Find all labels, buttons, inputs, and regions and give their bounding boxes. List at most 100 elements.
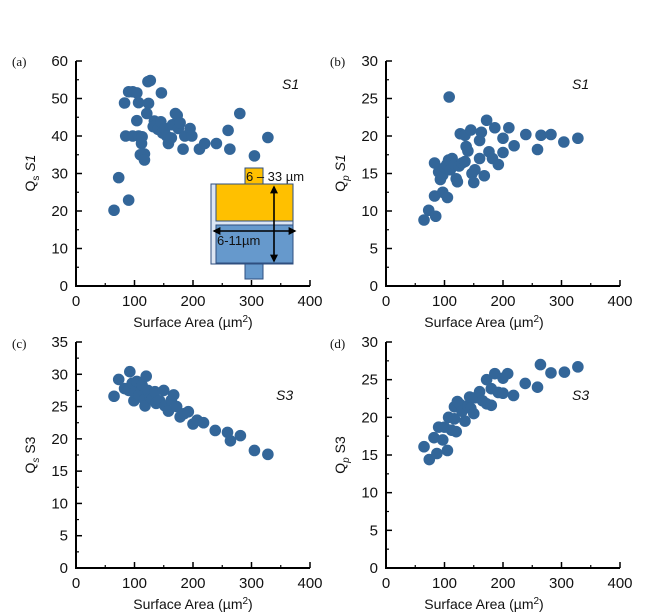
data-point [520, 128, 532, 141]
series-annotation: S3 [572, 387, 589, 403]
data-point [234, 107, 246, 120]
x-tick-label: 0 [72, 575, 80, 592]
y-tick-label: 20 [51, 431, 68, 448]
data-point [572, 132, 584, 145]
data-point [508, 139, 520, 152]
y-tick-label: 15 [361, 166, 378, 183]
y-axis-title-tail: S1 [332, 154, 348, 175]
y-tick-label: 30 [361, 334, 378, 351]
data-point [108, 390, 120, 403]
data-point [118, 97, 131, 109]
data-point [558, 366, 571, 378]
x-tick-label: 200 [490, 575, 515, 592]
inset-height-label: 6 – 33 µm [246, 169, 304, 184]
y-tick-label: 15 [361, 447, 378, 464]
data-point [140, 370, 152, 383]
x-axis-title-close: ) [248, 314, 253, 330]
x-tick-label: 400 [297, 293, 322, 310]
data-point [222, 124, 234, 137]
series-annotation: S3 [276, 387, 293, 403]
data-point [441, 444, 454, 457]
x-tick-label: 100 [122, 575, 147, 592]
x-tick-label: 200 [180, 575, 205, 592]
panel-c: (c) 0 100 200 300 400 0 5 10 15 20 25 30 35 S3 Surfa… [12, 334, 323, 612]
data-point [497, 387, 509, 400]
x-axis-title-main: Surface Area (µm [133, 314, 242, 330]
x-axis-title-sup: 2 [242, 596, 248, 607]
data-point [428, 431, 440, 444]
data-point [144, 74, 157, 87]
series-annotation: S1 [572, 76, 589, 92]
data-point [224, 434, 237, 447]
x-axis-title-sup: 2 [533, 314, 539, 325]
data-point [182, 405, 195, 418]
data-point [131, 114, 143, 127]
y-tick-label: 0 [370, 278, 378, 295]
data-point [545, 367, 557, 379]
data-point [140, 107, 153, 120]
data-point [177, 143, 189, 155]
data-point [465, 124, 477, 136]
y-tick-label: 35 [51, 334, 68, 351]
data-point [448, 413, 461, 425]
data-point [558, 136, 570, 148]
panel-label: (c) [12, 336, 26, 351]
data-point [167, 389, 180, 401]
panel-a: (a) 0 100 200 300 400 0 10 20 30 40 50 60 S1 Surfac… [12, 53, 323, 330]
data-point [136, 130, 148, 143]
data-point [535, 129, 547, 142]
x-tick-label: 100 [122, 293, 147, 310]
data-point [112, 373, 125, 386]
x-tick-label: 0 [382, 293, 390, 310]
data-point [467, 407, 480, 420]
data-point [459, 415, 471, 427]
data-point [480, 114, 493, 127]
axes: 0 100 200 300 400 0 5 10 15 20 25 30 35 [51, 334, 322, 592]
data-point [497, 146, 509, 159]
x-tick-label: 100 [432, 575, 457, 592]
y-axis-title-main: Q [22, 462, 38, 473]
data-point [209, 424, 222, 437]
data-point [165, 132, 178, 144]
data-point [186, 130, 198, 142]
data-point [174, 117, 186, 129]
x-axis-title-main: Surface Area (µm [133, 596, 242, 612]
data-point [451, 175, 464, 188]
data-point [436, 434, 449, 446]
inset-top-layer [215, 183, 294, 222]
y-axis-title-tail: S1 [22, 155, 38, 176]
data-point [519, 377, 532, 390]
data-point [139, 400, 151, 412]
x-tick-label: 400 [607, 293, 632, 310]
data-point [489, 121, 501, 134]
y-tick-label: 0 [370, 560, 378, 577]
data-point [248, 444, 261, 457]
data-point [501, 367, 514, 380]
x-axis-title-sup: 2 [242, 314, 248, 325]
axes: 0 100 200 300 400 0 5 10 15 20 25 30 [361, 53, 632, 310]
data-point [534, 358, 547, 371]
panel-label: (d) [330, 336, 345, 351]
y-axis-title-sub: p [341, 457, 352, 464]
data-point [492, 158, 505, 171]
x-tick-label: 200 [180, 293, 205, 310]
y-tick-label: 10 [361, 485, 378, 502]
x-tick-label: 300 [549, 575, 574, 592]
y-tick-label: 10 [361, 203, 378, 220]
data-point [142, 97, 155, 110]
y-tick-label: 25 [361, 91, 378, 108]
data-point [450, 425, 463, 438]
y-tick-label: 40 [51, 128, 68, 145]
data-point [431, 447, 443, 460]
x-tick-label: 400 [607, 575, 632, 592]
y-axis-title: Qs S1 [22, 155, 42, 192]
data-point [198, 137, 211, 150]
data-point [485, 399, 498, 412]
y-axis-title-tail: S3 [332, 436, 348, 457]
y-axis-title: Qs S3 [22, 436, 42, 473]
y-tick-label: 5 [370, 522, 378, 539]
x-axis-title: Surface Area (µm2) [133, 314, 252, 331]
x-tick-label: 300 [239, 293, 264, 310]
x-tick-label: 300 [239, 575, 264, 592]
